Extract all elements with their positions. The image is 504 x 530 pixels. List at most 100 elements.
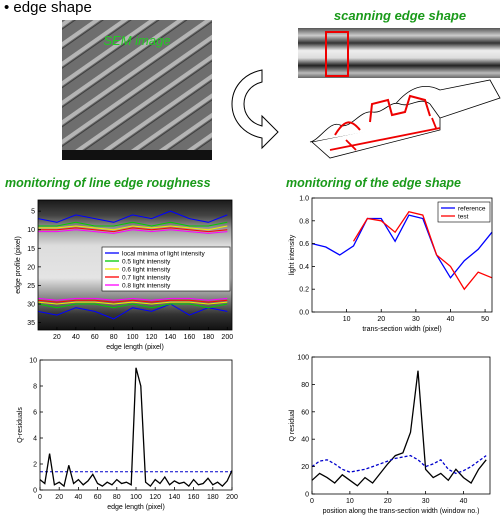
legend-label: 0.6 light intensity [122,266,171,273]
bullet: • edge shape [4,0,92,16]
edge-sketch [309,79,501,159]
y-tick-label: 0.0 [299,310,309,317]
y-axis-title: Q residual [289,409,296,441]
series-line [38,227,228,233]
y-tick-label: 0 [33,488,37,495]
x-tick-label: 30 [412,316,420,323]
x-tick-label: 0 [310,498,314,505]
x-tick-label: 200 [221,334,233,341]
series-line [311,454,487,475]
y-tick-label: 80 [301,382,309,389]
y-tick-label: 25 [27,283,35,290]
series-line [311,214,493,279]
x-tick-label: 120 [146,334,158,341]
series-line [38,221,228,227]
x-tick-label: 10 [346,498,354,505]
stripe-image [298,28,500,78]
legend-label: 0.8 light intensity [122,282,171,289]
x-tick-label: 30 [422,498,430,505]
y-tick-label: 0.2 [299,287,309,294]
x-tick-label: 40 [460,498,468,505]
series-line [37,299,228,303]
y-tick-label: 30 [27,302,35,309]
series-line [39,367,233,488]
series-line [311,370,487,487]
legend-box [437,201,491,223]
x-tick-label: 40 [447,316,455,323]
legend-label: reference [458,205,486,212]
sem-image [62,20,212,152]
y-tick-label: 10 [27,227,35,234]
x-tick-label: 20 [55,494,63,501]
x-tick-label: 180 [202,334,214,341]
series-line [38,229,228,234]
scan-title: scanning edge shape [334,8,466,23]
x-tick-label: 20 [53,334,61,341]
left-heading: monitoring of line edge roughness [5,176,211,190]
y-axis-title: light intensity [289,234,296,275]
x-tick-label: 0 [38,494,42,501]
series-line [37,210,228,223]
x-axis-title: edge length (pixel) [107,504,165,511]
y-tick-label: 100 [297,355,309,362]
y-tick-label: 4 [33,436,37,443]
y-tick-label: 0.8 [299,218,309,225]
y-tick-label: 40 [301,437,309,444]
sem-scale-bar [62,150,212,160]
legend-label: test [458,213,469,220]
x-tick-label: 20 [377,316,385,323]
x-tick-label: 40 [75,494,83,501]
x-tick-label: 60 [91,334,99,341]
series-line [37,303,228,320]
x-tick-label: 80 [113,494,121,501]
series-line [38,225,228,231]
curved-arrow [231,69,279,150]
plot-frame [311,356,491,495]
y-tick-label: 0 [305,492,309,499]
x-tick-label: 200 [226,494,238,501]
x-tick-label: 100 [127,334,139,341]
x-tick-label: 80 [110,334,118,341]
legend-label: 0.7 light intensity [122,274,171,281]
series-line [37,297,228,301]
y-tick-label: 5 [31,209,35,216]
y-tick-label: 60 [301,409,309,416]
x-tick-label: 60 [94,494,102,501]
series-line [352,210,493,291]
series-line [37,301,228,305]
x-tick-label: 180 [207,494,219,501]
y-tick-label: 35 [27,320,35,327]
x-axis-title: position along the trans-section width (… [323,508,480,515]
x-tick-label: 100 [130,494,142,501]
y-axis-title: Q-residuals [17,407,24,443]
y-tick-label: 10 [29,358,37,365]
legend-label: local minima of light intensity [122,250,205,257]
series-line [37,303,228,309]
x-tick-label: 20 [384,498,392,505]
x-tick-label: 120 [149,494,161,501]
plot-frame [37,199,233,331]
y-tick-label: 2 [33,462,37,469]
right-heading: monitoring of the edge shape [286,176,461,190]
x-axis-title: edge length (pixel) [106,344,164,351]
y-tick-label: 15 [27,246,35,253]
plot-frame [311,197,493,313]
x-tick-label: 50 [481,316,489,323]
y-tick-label: 20 [301,464,309,471]
legend-label: 0.5 light intensity [122,258,171,265]
legend-box [101,246,231,292]
x-tick-label: 160 [184,334,196,341]
x-axis-title: trans-section width (pixel) [362,326,441,333]
y-tick-label: 1.0 [299,196,309,203]
x-tick-label: 10 [343,316,351,323]
y-tick-label: 6 [33,410,37,417]
x-tick-label: 140 [165,334,177,341]
sem-label: SEM image [103,33,170,48]
y-tick-label: 8 [33,384,37,391]
x-tick-label: 40 [72,334,80,341]
scan-window [325,31,349,77]
y-tick-label: 0.4 [299,264,309,271]
x-tick-label: 140 [169,494,181,501]
